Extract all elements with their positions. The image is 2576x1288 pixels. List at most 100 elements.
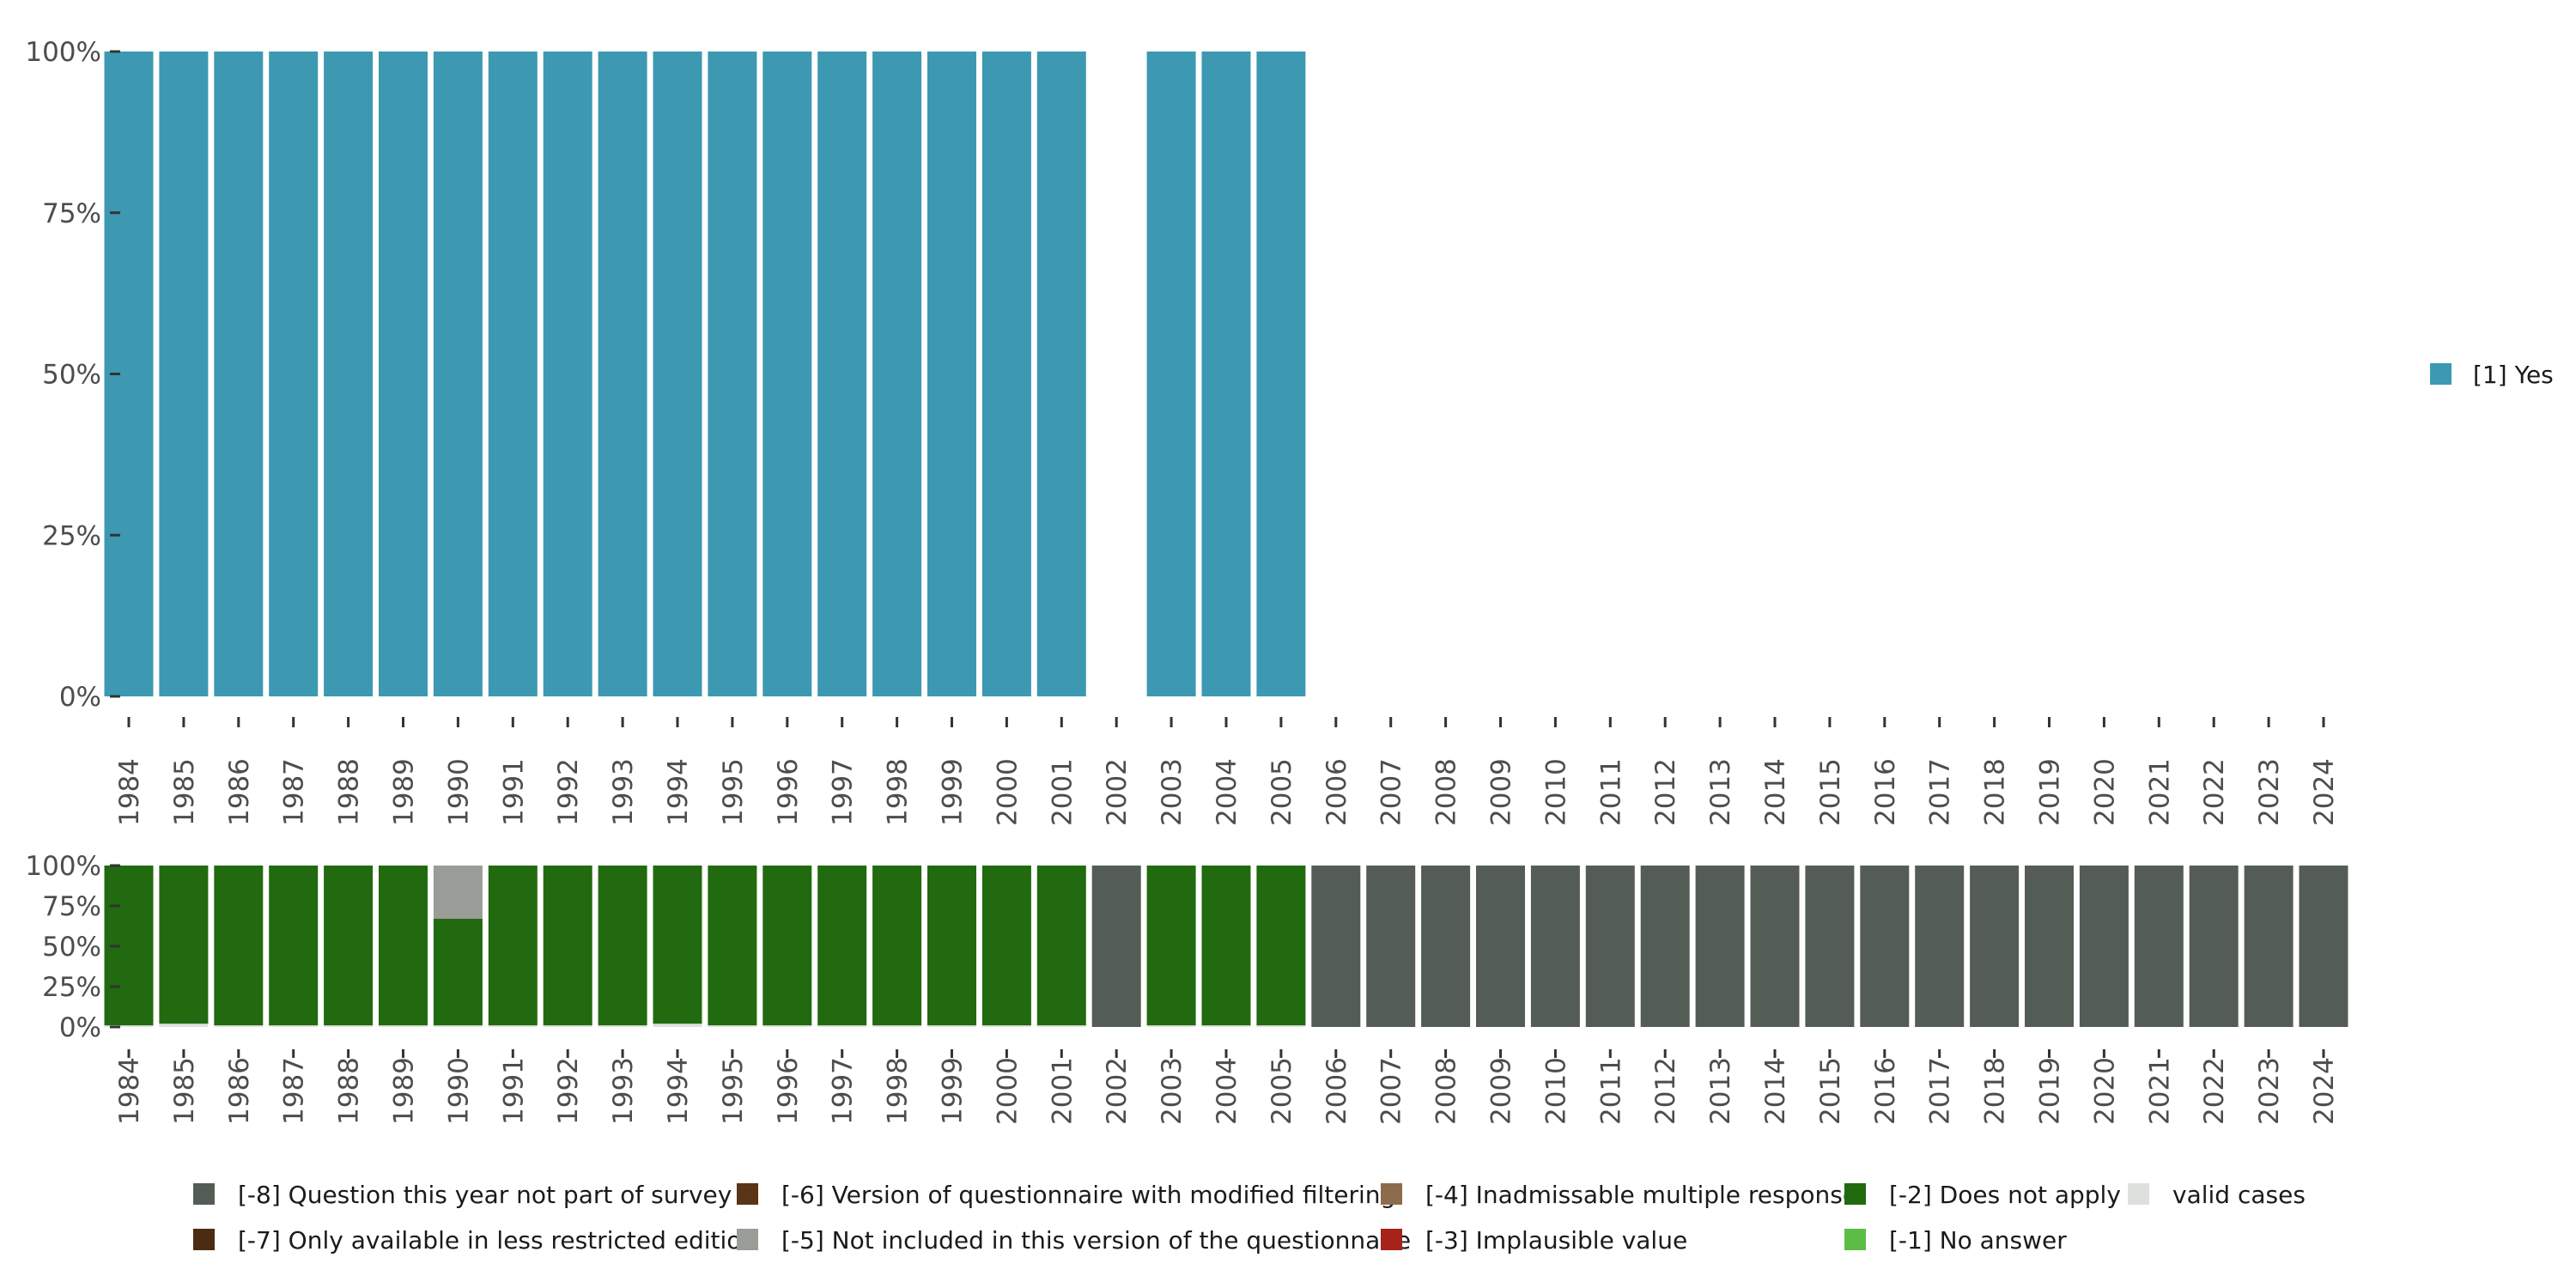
bar-2022-8-question-this-year-not-part-of-survey [2189,866,2239,1027]
x-tick-label: 1986 [224,758,255,826]
bar-2016-8-question-this-year-not-part-of-survey [1860,866,1910,1027]
x-tick-label: 1989 [389,1057,420,1125]
bar-1996-1-yes [762,52,812,696]
bar-1997-2-does-not-apply [817,866,867,1026]
x-tick-label: 1988 [334,1057,365,1125]
x-tick-label: 2022 [2199,758,2230,826]
x-tick-label: 2000 [992,758,1023,826]
x-tick-label: 1989 [389,758,420,826]
y-tick-label: 0% [59,682,101,713]
bar-2005-1-yes [1256,52,1306,696]
x-tick-label: 2015 [1815,1057,1846,1125]
x-tick-label: 2016 [1870,1057,1901,1125]
x-tick-label: 1997 [828,758,859,826]
bar-2011-8-question-this-year-not-part-of-survey [1585,866,1635,1027]
bar-1985-valid-cases [159,1024,209,1027]
bar-2024-8-question-this-year-not-part-of-survey [2299,866,2348,1027]
x-tick-label: 1993 [608,1057,639,1125]
bar-1995-2-does-not-apply [708,866,757,1026]
legend-swatch-2-does-not-apply [1844,1183,1866,1205]
bottom-panel-x-axis: 1984 1985 1986 1987 1988 1989 1990 1991 1992 1993… [114,1049,2340,1125]
legend-swatch-yes [2430,363,2451,385]
x-tick-label: 2005 [1267,1057,1297,1125]
bar-1998-valid-cases [872,1025,922,1027]
bar-2006-8-question-this-year-not-part-of-survey [1311,866,1361,1027]
bar-1988-valid-cases [324,1025,374,1027]
y-tick-label: 50% [42,932,101,963]
x-tick-label: 2014 [1760,758,1791,826]
bar-2012-8-question-this-year-not-part-of-survey [1640,866,1690,1027]
bar-1991-1-yes [488,52,538,696]
x-tick-label: 1993 [608,758,639,826]
x-tick-label: 1998 [883,1057,914,1125]
x-tick-label: 2021 [2144,758,2175,826]
bar-2018-8-question-this-year-not-part-of-survey [1970,866,2020,1027]
x-tick-label: 2012 [1650,1057,1681,1125]
bar-1999-valid-cases [927,1025,976,1027]
x-tick-label: 2002 [1102,758,1133,826]
x-tick-label: 1994 [663,758,694,826]
x-tick-label: 2003 [1157,1057,1188,1125]
x-tick-label: 1990 [443,1057,474,1125]
legend-label-7-only-available-in-less-restricted-edition: [-7] Only available in less restricted e… [238,1226,756,1255]
x-tick-label: 1995 [718,758,749,826]
legend-swatch-7-only-available-in-less-restricted-edition [193,1229,215,1250]
x-tick-label: 1985 [169,758,200,826]
bar-1987-1-yes [269,52,319,696]
bar-2004-valid-cases [1201,1025,1251,1027]
bar-1995-1-yes [708,52,757,696]
legend-label-valid-cases: valid cases [2172,1181,2306,1209]
x-tick-label: 2003 [1157,758,1188,826]
x-tick-label: 2011 [1595,1057,1626,1125]
bar-1992-valid-cases [543,1025,592,1027]
x-tick-label: 1992 [553,758,584,826]
x-tick-label: 2020 [2089,758,2120,826]
bar-2005-2-does-not-apply [1256,866,1306,1026]
x-tick-label: 1991 [498,1057,529,1125]
x-tick-label: 2006 [1321,758,1352,826]
x-tick-label: 2012 [1650,758,1681,826]
x-tick-label: 1985 [169,1057,200,1125]
x-tick-label: 2014 [1760,1057,1791,1125]
legend-label-6-version-of-questionnaire-with-modified-filtering: [-6] Version of questionnaire with modif… [781,1181,1395,1209]
legend-label-1-no-answer: [-1] No answer [1889,1226,2067,1255]
x-tick-label: 1991 [498,758,529,826]
legend-label-5-not-included-in-this-version-of-the-questionnaire: [-5] Not included in this version of the… [781,1226,1411,1255]
bar-1986-2-does-not-apply [214,866,264,1026]
top-panel-legend: [1] Yes [2430,361,2554,389]
bar-2003-1-yes [1146,52,1196,696]
x-tick-label: 1994 [663,1057,694,1125]
x-tick-label: 2007 [1376,758,1407,826]
bar-1998-2-does-not-apply [872,866,922,1026]
top-panel-x-axis: 1984 1985 1986 1987 1988 1989 1990 1991 1992 1993… [114,717,2340,826]
x-tick-label: 1999 [938,1057,969,1125]
bar-2023-8-question-this-year-not-part-of-survey [2244,866,2293,1027]
x-tick-label: 2010 [1540,758,1571,826]
y-tick-label: 0% [59,1012,101,1043]
bar-1989-valid-cases [379,1025,428,1027]
bar-2010-8-question-this-year-not-part-of-survey [1530,866,1580,1027]
x-tick-label: 2001 [1047,758,1078,826]
bar-2001-valid-cases [1036,1025,1086,1027]
y-tick-label: 100% [25,37,101,68]
x-tick-label: 2008 [1431,1057,1462,1125]
bar-1986-valid-cases [214,1025,264,1027]
bar-2005-valid-cases [1256,1025,1306,1027]
x-tick-label: 2013 [1705,1057,1736,1125]
x-tick-label: 1996 [773,758,804,826]
bar-2014-8-question-this-year-not-part-of-survey [1750,866,1800,1027]
x-tick-label: 2008 [1431,758,1462,826]
bar-1985-2-does-not-apply [159,866,209,1024]
x-tick-label: 2018 [1980,1057,2011,1125]
bar-1994-2-does-not-apply [653,866,702,1024]
top-panel-bars [104,52,1306,696]
bar-2007-8-question-this-year-not-part-of-survey [1366,866,1416,1027]
bar-2008-8-question-this-year-not-part-of-survey [1421,866,1471,1027]
bar-2002-8-question-this-year-not-part-of-survey [1091,866,1141,1027]
bar-1990-5-not-included-in-this-version-of-the-questionnaire [433,866,483,919]
y-tick-label: 50% [42,360,101,391]
x-tick-label: 2020 [2089,1057,2120,1125]
x-tick-label: 2005 [1267,758,1297,826]
x-tick-label: 1996 [773,1057,804,1125]
bar-1986-1-yes [214,52,264,696]
